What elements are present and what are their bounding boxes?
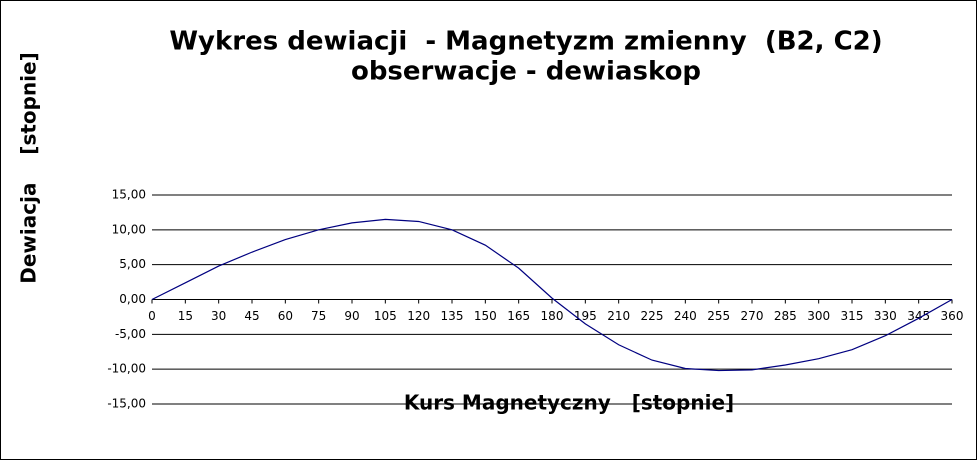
x-tick-label: 90 bbox=[344, 309, 359, 323]
x-tick-label: 120 bbox=[407, 309, 430, 323]
chart-subtitle: obserwacje - dewiaskop bbox=[351, 57, 701, 87]
x-tick-label: 270 bbox=[741, 309, 764, 323]
x-tick-label: 60 bbox=[278, 309, 293, 323]
x-tick-label: 165 bbox=[507, 309, 530, 323]
y-tick-label: -5,00 bbox=[115, 327, 146, 341]
x-tick-label: 15 bbox=[178, 309, 193, 323]
x-tick-label: 255 bbox=[707, 309, 730, 323]
x-tick-label: 105 bbox=[374, 309, 397, 323]
x-tick-label: 345 bbox=[907, 309, 930, 323]
y-tick-label: 10,00 bbox=[112, 222, 146, 236]
x-tick-label: 240 bbox=[674, 309, 697, 323]
y-tick-label: -10,00 bbox=[107, 362, 146, 376]
y-tick-label: 5,00 bbox=[119, 257, 146, 271]
y-tick-label: -15,00 bbox=[107, 397, 146, 411]
x-tick-label: 180 bbox=[541, 309, 564, 323]
x-tick-label: 135 bbox=[441, 309, 464, 323]
x-tick-label: 330 bbox=[874, 309, 897, 323]
y-tick-label: 0,00 bbox=[119, 292, 146, 306]
line bbox=[151, 218, 953, 372]
x-tick-label: 315 bbox=[841, 309, 864, 323]
x-tick-label: 195 bbox=[574, 309, 597, 323]
x-tick-label: 0 bbox=[148, 309, 156, 323]
x-axis-title: Kurs Magnetyczny [stopnie] bbox=[404, 391, 734, 415]
x-tick-label: 75 bbox=[311, 309, 326, 323]
x-tick-label: 360 bbox=[941, 309, 964, 323]
x-tick-label: 225 bbox=[641, 309, 664, 323]
x-tick-label: 285 bbox=[774, 309, 797, 323]
x-tick-label: 210 bbox=[607, 309, 630, 323]
y-tick-label: 15,00 bbox=[112, 188, 146, 202]
x-tick-label: 45 bbox=[244, 309, 259, 323]
x-tick-label: 30 bbox=[211, 309, 226, 323]
x-tick-label: 300 bbox=[807, 309, 830, 323]
y-axis-title: Dewiacja [stopnie] bbox=[17, 52, 41, 284]
chart-title: Wykres dewiacji - Magnetyzm zmienny (B2,… bbox=[169, 27, 882, 57]
x-tick-label: 150 bbox=[474, 309, 497, 323]
